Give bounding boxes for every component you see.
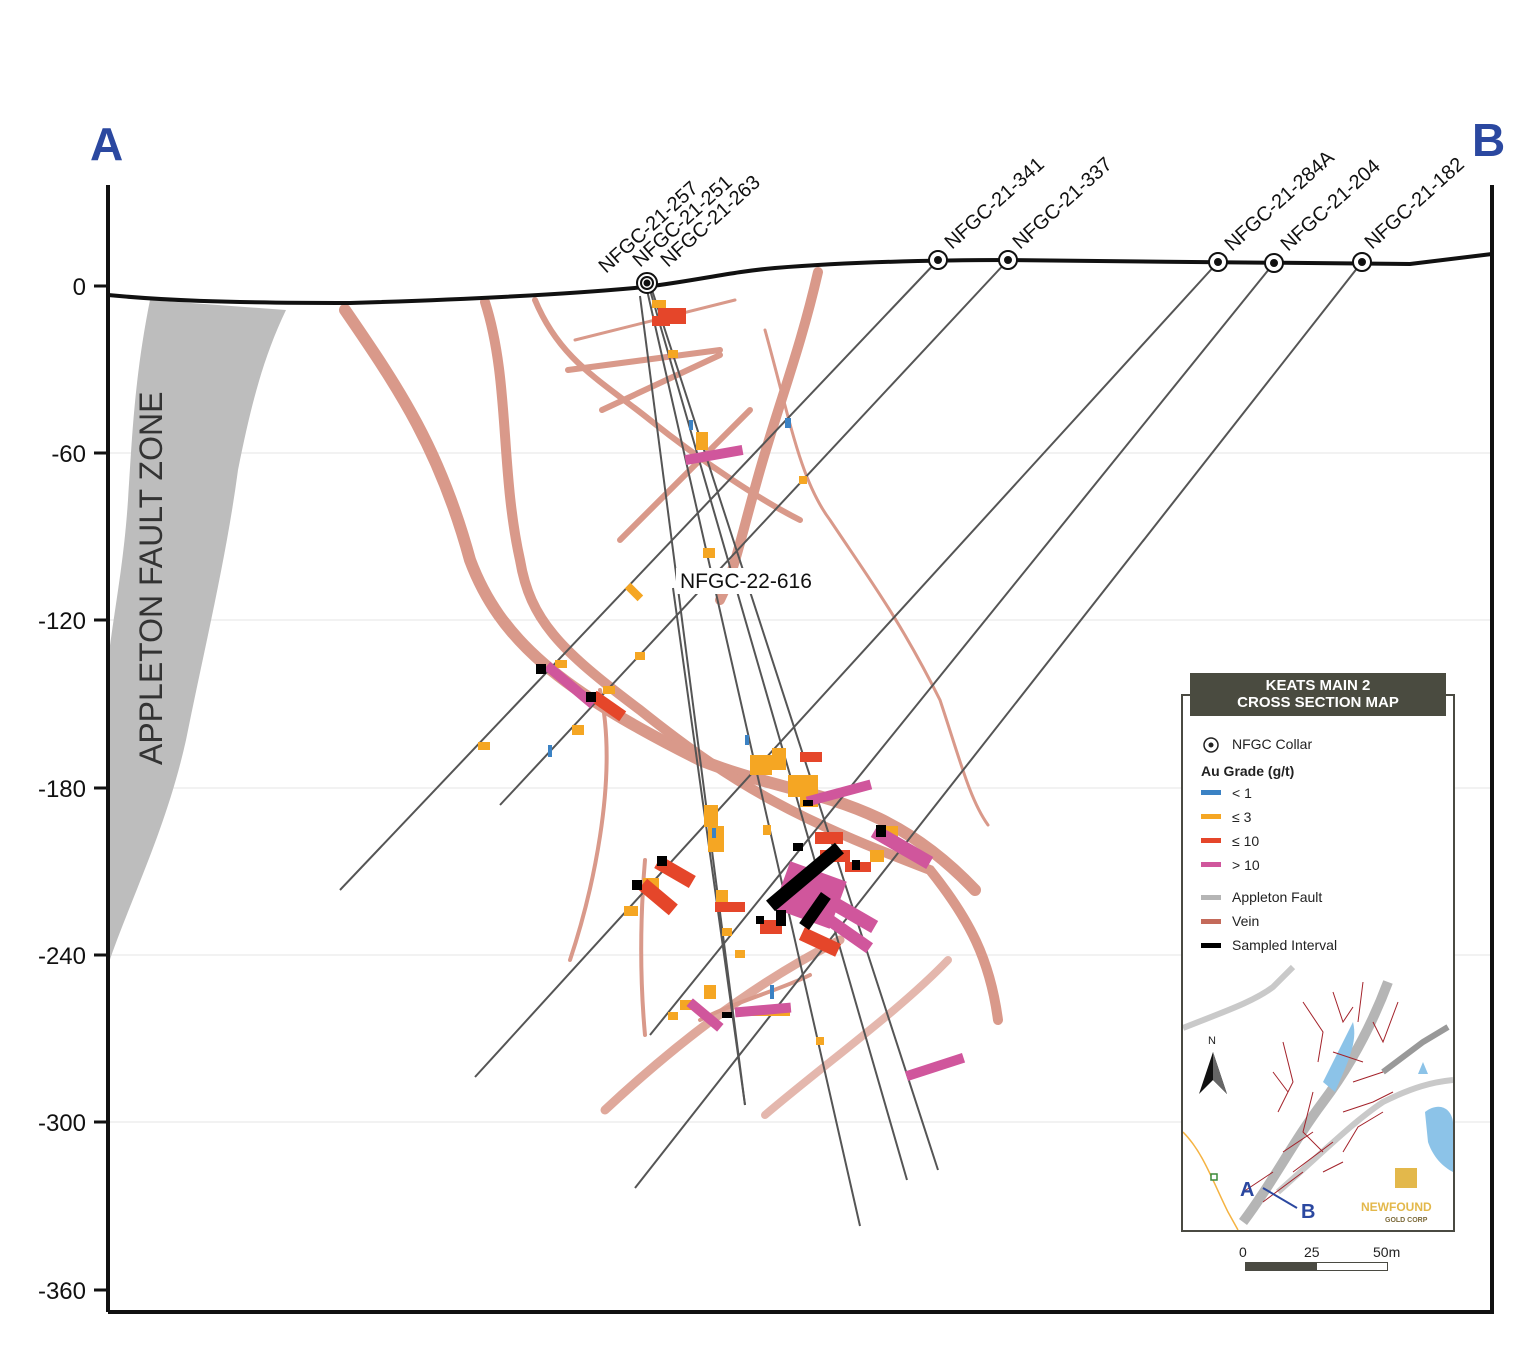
grade-intervals xyxy=(478,300,966,1082)
scale-bar-light xyxy=(1316,1262,1388,1271)
collar-legend-icon xyxy=(1203,737,1219,753)
y-tick-240: -240 xyxy=(38,943,86,970)
drill-holes xyxy=(339,259,1363,1227)
logo-mark-icon xyxy=(1395,1168,1417,1188)
scale-label-50m: 50m xyxy=(1373,1244,1401,1260)
fault-zone-label: APPLETON FAULT ZONE xyxy=(133,392,169,765)
veins xyxy=(339,267,1003,1119)
grade-label-gt10: > 10 xyxy=(1232,857,1260,873)
y-tick-0: 0 xyxy=(73,274,86,301)
logo-line1: NEWFOUND xyxy=(1361,1200,1432,1214)
legend-title: KEATS MAIN 2 CROSS SECTION MAP xyxy=(1190,673,1446,716)
legend-title-line1: KEATS MAIN 2 xyxy=(1265,677,1371,694)
grade-label-le3: ≤ 3 xyxy=(1232,809,1252,825)
feature-label-sampled: Sampled Interval xyxy=(1232,937,1338,953)
legend-collar-label: NFGC Collar xyxy=(1232,736,1313,752)
feature-swatch-sampled xyxy=(1201,943,1221,948)
grade-swatch-le10 xyxy=(1201,838,1221,843)
surface-topography xyxy=(107,252,1493,306)
north-label: N xyxy=(1208,1035,1216,1047)
y-tick-60: -60 xyxy=(51,441,86,468)
feature-swatch-fault xyxy=(1201,895,1221,900)
scale-label-25: 25 xyxy=(1304,1244,1320,1260)
callout-hole-label: NFGC-22-616 xyxy=(680,570,812,593)
inset-label-b: B xyxy=(1301,1201,1315,1223)
grade-label-le10: ≤ 10 xyxy=(1232,833,1260,849)
legend-grade-heading: Au Grade (g/t) xyxy=(1201,763,1295,779)
grade-swatch-lt1 xyxy=(1201,790,1221,795)
inset-label-a: A xyxy=(1240,1179,1254,1201)
y-tick-180: -180 xyxy=(38,776,86,803)
collar-markers xyxy=(636,250,1372,294)
legend-panel xyxy=(1181,694,1455,1232)
legend-title-line2: CROSS SECTION MAP xyxy=(1237,694,1399,711)
feature-swatch-vein xyxy=(1201,919,1221,924)
inset-location-map: A B N NEWFOUND GOLD CORP xyxy=(1183,964,1453,1230)
grade-label-lt1: < 1 xyxy=(1232,785,1252,801)
appleton-fault-zone xyxy=(108,300,286,965)
grade-swatch-le3 xyxy=(1201,814,1221,819)
y-tick-300: -300 xyxy=(38,1110,86,1137)
scale-label-0: 0 xyxy=(1239,1244,1247,1260)
section-label-a: A xyxy=(90,118,123,170)
y-tick-360: -360 xyxy=(38,1278,86,1305)
y-tick-120: -120 xyxy=(38,608,86,635)
feature-label-vein: Vein xyxy=(1232,913,1260,929)
grade-swatch-gt10 xyxy=(1201,862,1221,867)
logo-line2: GOLD CORP xyxy=(1385,1217,1428,1224)
scale-bar-dark xyxy=(1245,1262,1317,1271)
feature-label-fault: Appleton Fault xyxy=(1232,889,1323,905)
section-label-b: B xyxy=(1472,114,1505,166)
